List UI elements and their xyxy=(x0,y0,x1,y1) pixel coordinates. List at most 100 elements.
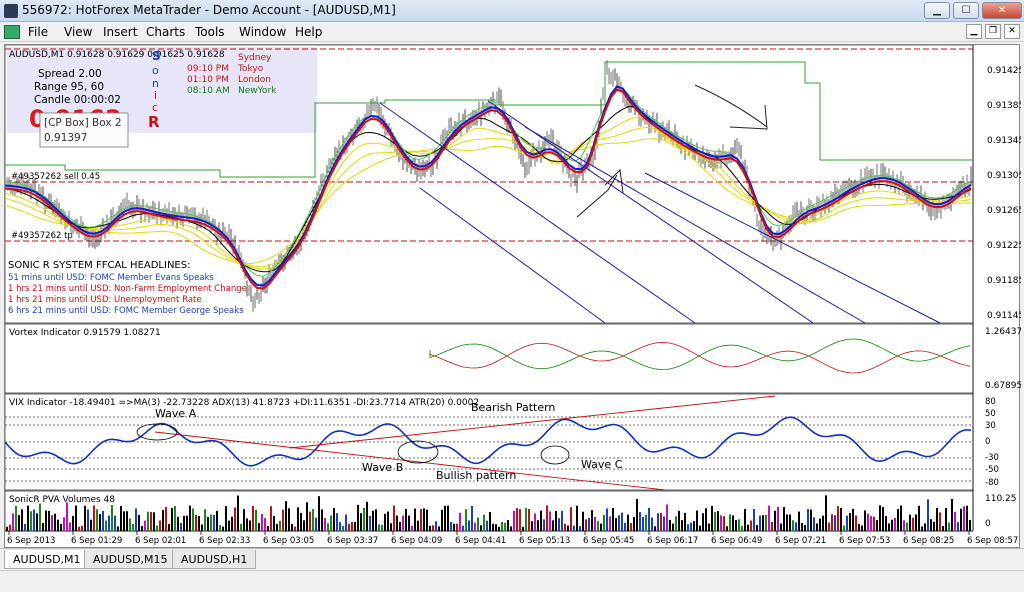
tab-audusd-h1[interactable]: AUDUSD,H1 xyxy=(172,550,257,569)
chart-tab-bar: AUDUSD,M1 AUDUSD,M15 AUDUSD,H1 xyxy=(0,548,1024,570)
session-name: NewYork xyxy=(238,86,277,96)
time-tick: 6 Sep 02:33 xyxy=(199,536,250,546)
time-tick: 6 Sep 03:37 xyxy=(327,536,378,546)
vix-axis: 80 50 30 0 -30 -50 -80 xyxy=(985,397,999,488)
tab-audusd-m1[interactable]: AUDUSD,M1 xyxy=(4,550,90,569)
headline-item: 51 mins until USD: FOMC Member Evans Spe… xyxy=(8,273,214,283)
minimize-button[interactable]: ▁ xyxy=(924,2,950,19)
vortex-pane[interactable] xyxy=(5,323,974,394)
price-axis: 0.91425 0.91385 0.91345 0.91305 0.91265 … xyxy=(987,66,1021,321)
session-table: Sydney 09:10 PM Tokyo 01:10 PM London 08… xyxy=(187,53,277,96)
time-tick: 6 Sep 07:53 xyxy=(839,536,890,546)
headline-item: 1 hrs 21 mins until USD: Unemployment Ra… xyxy=(8,295,202,305)
tooltip-title: [CP Box] Box 2 xyxy=(44,117,122,129)
pva-tick: 0 xyxy=(985,519,991,529)
sonic-letter: i xyxy=(154,89,157,102)
time-axis: 6 Sep 2013 6 Sep 01:29 6 Sep 02:01 6 Sep 02… xyxy=(7,531,1018,546)
chart-header: AUDUSD,M1 0.91628 0.91629 0.91625 0.9162… xyxy=(9,50,225,60)
vix-tick: -30 xyxy=(985,453,999,463)
session-name: Sydney xyxy=(238,53,272,63)
time-tick: 6 Sep 03:05 xyxy=(263,536,314,546)
range-label: Range 95, 60 xyxy=(34,81,104,93)
time-tick: 6 Sep 04:09 xyxy=(391,536,442,546)
vix-tick: -80 xyxy=(985,478,999,488)
bullish-label: Bullish pattern xyxy=(436,469,516,482)
annotation-arrows xyxy=(576,84,768,218)
wave-c-label: Wave C xyxy=(581,458,623,471)
price-tick: 0.91345 xyxy=(987,136,1021,146)
price-tick: 0.91145 xyxy=(987,311,1021,321)
headline-item: 6 hrs 21 mins until USD: FOMC Member Geo… xyxy=(8,306,244,316)
session-time: 08:10 AM xyxy=(187,86,230,96)
menu-insert[interactable]: Insert xyxy=(103,25,138,39)
sonic-letter: S xyxy=(152,49,161,63)
session-time: 01:10 PM xyxy=(187,75,229,85)
tooltip: [CP Box] Box 2 0.91397 xyxy=(39,112,129,148)
vix-tick: 80 xyxy=(985,397,996,407)
pva-tick: 110.25 xyxy=(985,494,1017,504)
sonic-letter: o xyxy=(152,64,159,77)
session-name: London xyxy=(238,75,271,85)
price-tick: 0.91385 xyxy=(987,101,1021,111)
time-tick: 6 Sep 05:13 xyxy=(519,536,570,546)
headline-item: 1 hrs 21 mins until USD: Non-Farm Employ… xyxy=(8,284,247,294)
time-tick: 6 Sep 06:17 xyxy=(647,536,698,546)
vortex-header: Vortex Indicator 0.91579 1.08271 xyxy=(9,328,161,338)
chart-window-icon[interactable] xyxy=(4,25,20,39)
pva-header: SonicR PVA Volumes 48 xyxy=(9,495,115,505)
vortex-tick: 0.67895 xyxy=(985,381,1021,391)
bearish-label: Bearish Pattern xyxy=(471,401,555,414)
menu-window[interactable]: Window xyxy=(239,25,287,39)
menu-view[interactable]: View xyxy=(64,25,93,39)
sonic-vertical-label: S o n i c R xyxy=(148,49,161,131)
menu-charts[interactable]: Charts xyxy=(146,25,186,39)
price-tick: 0.91225 xyxy=(987,241,1021,251)
pattern-lines xyxy=(154,395,776,491)
price-tick: 0.91185 xyxy=(987,276,1021,286)
app-icon xyxy=(4,4,18,18)
time-tick: 6 Sep 07:21 xyxy=(775,536,826,546)
sonic-letter: c xyxy=(152,101,158,114)
time-tick: 6 Sep 08:25 xyxy=(903,536,954,546)
time-tick: 6 Sep 2013 xyxy=(7,536,55,546)
tab-audusd-m15[interactable]: AUDUSD,M15 xyxy=(84,550,177,569)
price-series-layer xyxy=(5,60,973,531)
tp-order-label: #49357262 tp xyxy=(11,231,73,241)
price-tick: 0.91425 xyxy=(987,66,1021,76)
status-bar xyxy=(0,570,1024,592)
sonic-letter: n xyxy=(152,77,159,90)
menu-file[interactable]: File xyxy=(28,25,49,39)
vix-tick: 50 xyxy=(985,409,996,419)
session-name: Tokyo xyxy=(237,64,264,74)
mdi-restore-button[interactable]: ❐ xyxy=(985,24,1001,39)
time-tick: 6 Sep 04:41 xyxy=(455,536,506,546)
vortex-tick: 1.26437 xyxy=(985,327,1021,337)
chart-window[interactable]: AUDUSD,M1 0.91628 0.91629 0.91625 0.9162… xyxy=(4,44,1021,549)
price-tick: 0.91265 xyxy=(987,206,1021,216)
time-tick: 6 Sep 05:45 xyxy=(583,536,634,546)
sonic-r-letter: R xyxy=(148,113,160,131)
window-title: 556972: HotForex MetaTrader - Demo Accou… xyxy=(22,3,396,17)
candle-label: Candle 00:00:02 xyxy=(34,94,121,106)
chart-canvas[interactable]: AUDUSD,M1 0.91628 0.91629 0.91625 0.9162… xyxy=(5,45,1021,549)
vix-tick: 30 xyxy=(985,421,996,431)
menu-help[interactable]: Help xyxy=(295,25,323,39)
menu-bar: File View Insert Charts Tools Window Hel… xyxy=(0,22,1024,42)
sell-order-label: #49357262 sell 0.45 xyxy=(11,172,100,182)
mdi-minimize-button[interactable]: ▁ xyxy=(966,24,982,39)
headline-title: SONIC R SYSTEM FFCAL HEADLINES: xyxy=(8,260,190,271)
mdi-close-button[interactable]: ✕ xyxy=(1004,24,1020,39)
maximize-button[interactable]: ☐ xyxy=(953,2,979,19)
close-button[interactable]: ✕ xyxy=(982,2,1022,19)
time-tick: 6 Sep 01:29 xyxy=(71,536,122,546)
time-tick: 6 Sep 08:57 xyxy=(967,536,1018,546)
wave-ellipses xyxy=(136,423,570,465)
spread-label: Spread 2.00 xyxy=(38,68,102,80)
price-tick: 0.91305 xyxy=(987,171,1021,181)
wave-a-label: Wave A xyxy=(155,407,197,420)
menu-tools[interactable]: Tools xyxy=(195,25,225,39)
title-bar: 556972: HotForex MetaTrader - Demo Accou… xyxy=(0,0,1024,22)
time-tick: 6 Sep 02:01 xyxy=(135,536,186,546)
vix-tick: -50 xyxy=(985,465,999,475)
vix-header: VIX Indicator -18.49401 =>MA(3) -22.7322… xyxy=(9,398,479,408)
